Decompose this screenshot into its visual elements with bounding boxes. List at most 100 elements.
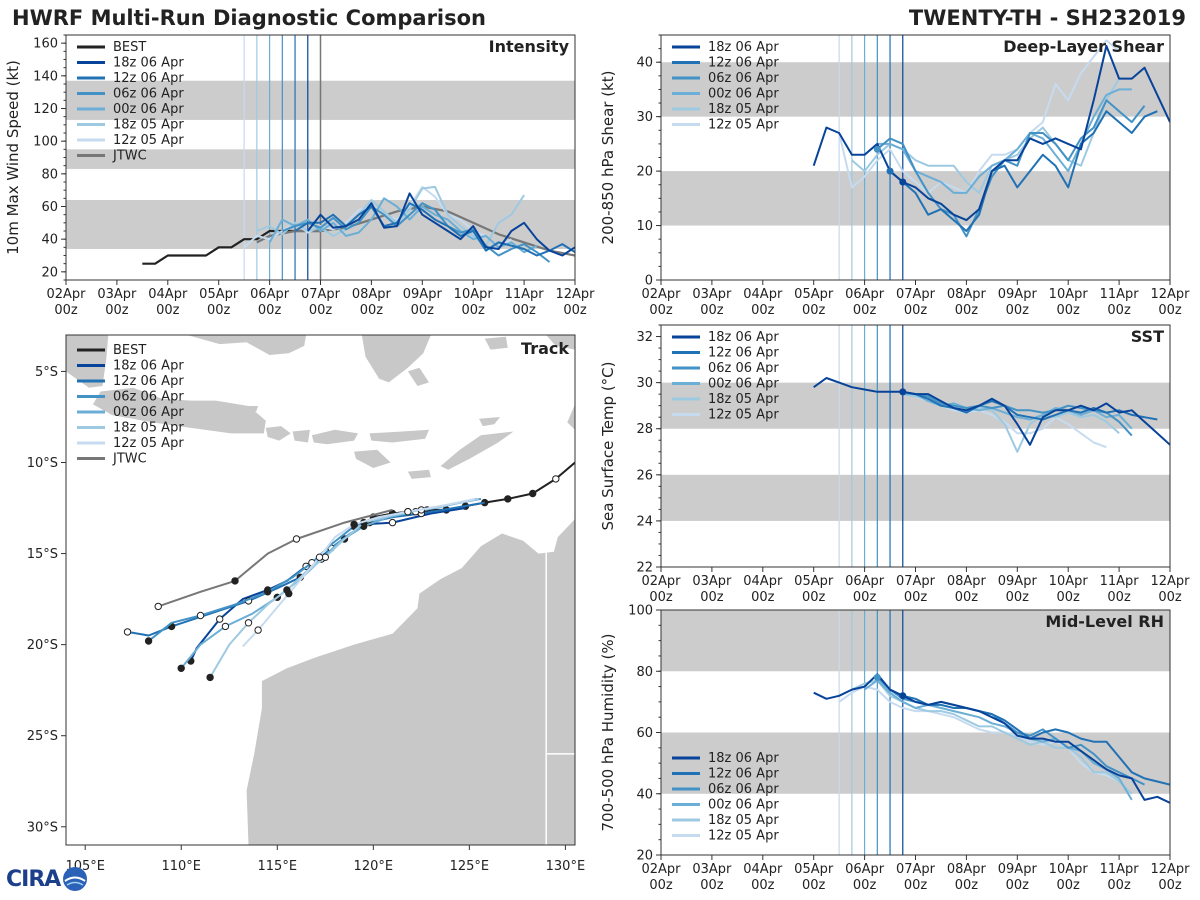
rh-xtick-sublabel: 00z [802,878,826,893]
track-series-12z-05-apr [241,497,476,648]
rh-panel: 2040608010002Apr00z03Apr00z04Apr00z05Apr… [599,604,1190,894]
intensity-xtick-label: 11Apr [505,287,545,302]
intensity-legend-label-00z-06-apr: 00z 06 Apr [113,102,184,117]
track-xtick-label: 130°E [546,859,586,874]
track-ytick-label: 20°S [27,638,58,653]
sst-xtick-sublabel: 00z [700,590,724,605]
intensity-ytick-label: 160 [33,37,58,52]
buton-landmass [407,367,429,386]
intensity-series-group [142,185,575,265]
shear-legend-label-18z-06-apr: 18z 06 Apr [708,40,779,55]
track-legend-label-06z-06-apr: 06z 06 Apr [113,390,184,405]
shear-series-group [812,39,1170,238]
rh-xtick-sublabel: 00z [955,878,979,893]
rh-xtick-label: 02Apr [641,862,681,877]
rh-title: Mid-Level RH [1045,612,1164,631]
rh-series-12z-05-apr [838,685,1120,783]
intensity-xtick-label: 04Apr [148,287,188,302]
track-legend-label-12z-06-apr: 12z 06 Apr [113,374,184,389]
intensity-legend-label-12z-05-apr: 12z 05 Apr [113,133,184,148]
track-series-best [373,461,575,519]
intensity-series-06z-06-apr [281,202,551,263]
track-marker-12z-06-apr [123,628,132,636]
intensity-ytick-label: 140 [33,69,58,84]
track-series-group [123,461,575,682]
shear-init-marker-12z [886,167,894,175]
shear-series-12z-05-apr [838,39,1120,194]
sst-series-12z-06-apr [902,390,1158,421]
sst-xtick-sublabel: 00z [1006,590,1030,605]
rh-init-marker [899,692,907,700]
track-marker-12z-05-apr [350,520,358,529]
rh-xtick-label: 10Apr [1049,862,1089,877]
rh-xtick-label: 03Apr [692,862,732,877]
rh-ytick-label: 60 [636,726,653,741]
shear-xtick-label: 05Apr [794,287,834,302]
intensity-ytick-label: 120 [33,102,58,117]
sst-xtick-label: 04Apr [743,574,783,589]
sst-ytick-label: 28 [636,422,653,437]
intensity-legend-label-jtwc: JTWC [112,149,147,164]
sumba-landmass [354,449,391,468]
track-marker-00z-06-apr [221,622,230,631]
intensity-xtick-sublabel: 00z [258,303,282,318]
madura-landmass [233,406,259,412]
rh-ytick-label: 80 [636,665,653,680]
track-legend-label-18z-06-apr: 18z 06 Apr [113,359,184,374]
sst-ytick-label: 32 [636,330,653,345]
sst-ytick-label: 22 [636,561,653,576]
rh-xtick-sublabel: 00z [1006,878,1030,893]
sst-xtick-sublabel: 00z [955,590,979,605]
shear-xtick-sublabel: 00z [751,303,775,318]
sst-xtick-sublabel: 00z [802,590,826,605]
sst-xtick-label: 05Apr [794,574,834,589]
sst-init-marker [899,388,907,396]
intensity-legend-label-18z-06-apr: 18z 06 Apr [113,56,184,71]
sst-xtick-label: 11Apr [1100,574,1140,589]
sst-legend-label-12z-06-apr: 12z 06 Apr [708,346,779,361]
rh-ytick-label: 20 [636,849,653,864]
sst-legend-label-18z-06-apr: 18z 06 Apr [708,330,779,345]
page-title: HWRF Multi-Run Diagnostic Comparison [12,6,487,30]
sst-ytick-label: 24 [636,514,653,529]
intensity-xtick-sublabel: 00z [411,303,435,318]
track-xtick-label: 110°E [161,859,201,874]
sst-xtick-sublabel: 00z [853,590,877,605]
sst-xtick-label: 08Apr [947,574,987,589]
shear-panel: 01020304002Apr00z03Apr00z04Apr00z05Apr00… [599,34,1190,318]
rh-xtick-label: 05Apr [794,862,834,877]
track-ytick-label: 30°S [27,820,58,835]
shear-xtick-label: 07Apr [896,287,936,302]
rh-legend-label-06z-06-apr: 06z 06 Apr [708,782,779,797]
track-marker-best [529,489,537,498]
intensity-xtick-sublabel: 00z [207,303,231,318]
track-marker-12z-05-apr [254,626,262,634]
buru-landmass [484,336,508,350]
rh-xtick-label: 06Apr [845,862,885,877]
shear-xtick-sublabel: 00z [700,303,724,318]
sst-xtick-label: 06Apr [845,574,885,589]
tanimbar-landmass [567,404,575,430]
rh-series-18z-06-apr [813,673,1170,804]
track-title: Track [521,339,569,358]
intensity-legend-label-06z-06-apr: 06z 06 Apr [113,87,184,102]
rh-xtick-sublabel: 00z [1107,878,1131,893]
shear-xtick-sublabel: 00z [802,303,826,318]
rh-legend-label-12z-06-apr: 12z 06 Apr [708,767,779,782]
intensity-series-12z-06-apr [294,202,575,257]
sulawesi-landmass [361,335,431,383]
shear-xtick-label: 09Apr [998,287,1038,302]
rh-legend-label-18z-06-apr: 18z 06 Apr [708,751,779,766]
track-marker-06z-06-apr [264,588,272,596]
intensity-xtick-sublabel: 00z [360,303,384,318]
shear-series-12z-06-apr [889,110,1158,232]
sst-legend-label-12z-05-apr: 12z 05 Apr [708,408,779,423]
sst-xtick-sublabel: 00z [1057,590,1081,605]
shear-xtick-label: 08Apr [947,287,987,302]
borneo-landmass [171,335,307,355]
rh-xtick-label: 12Apr [1150,862,1190,877]
australia-landmass [246,519,575,845]
